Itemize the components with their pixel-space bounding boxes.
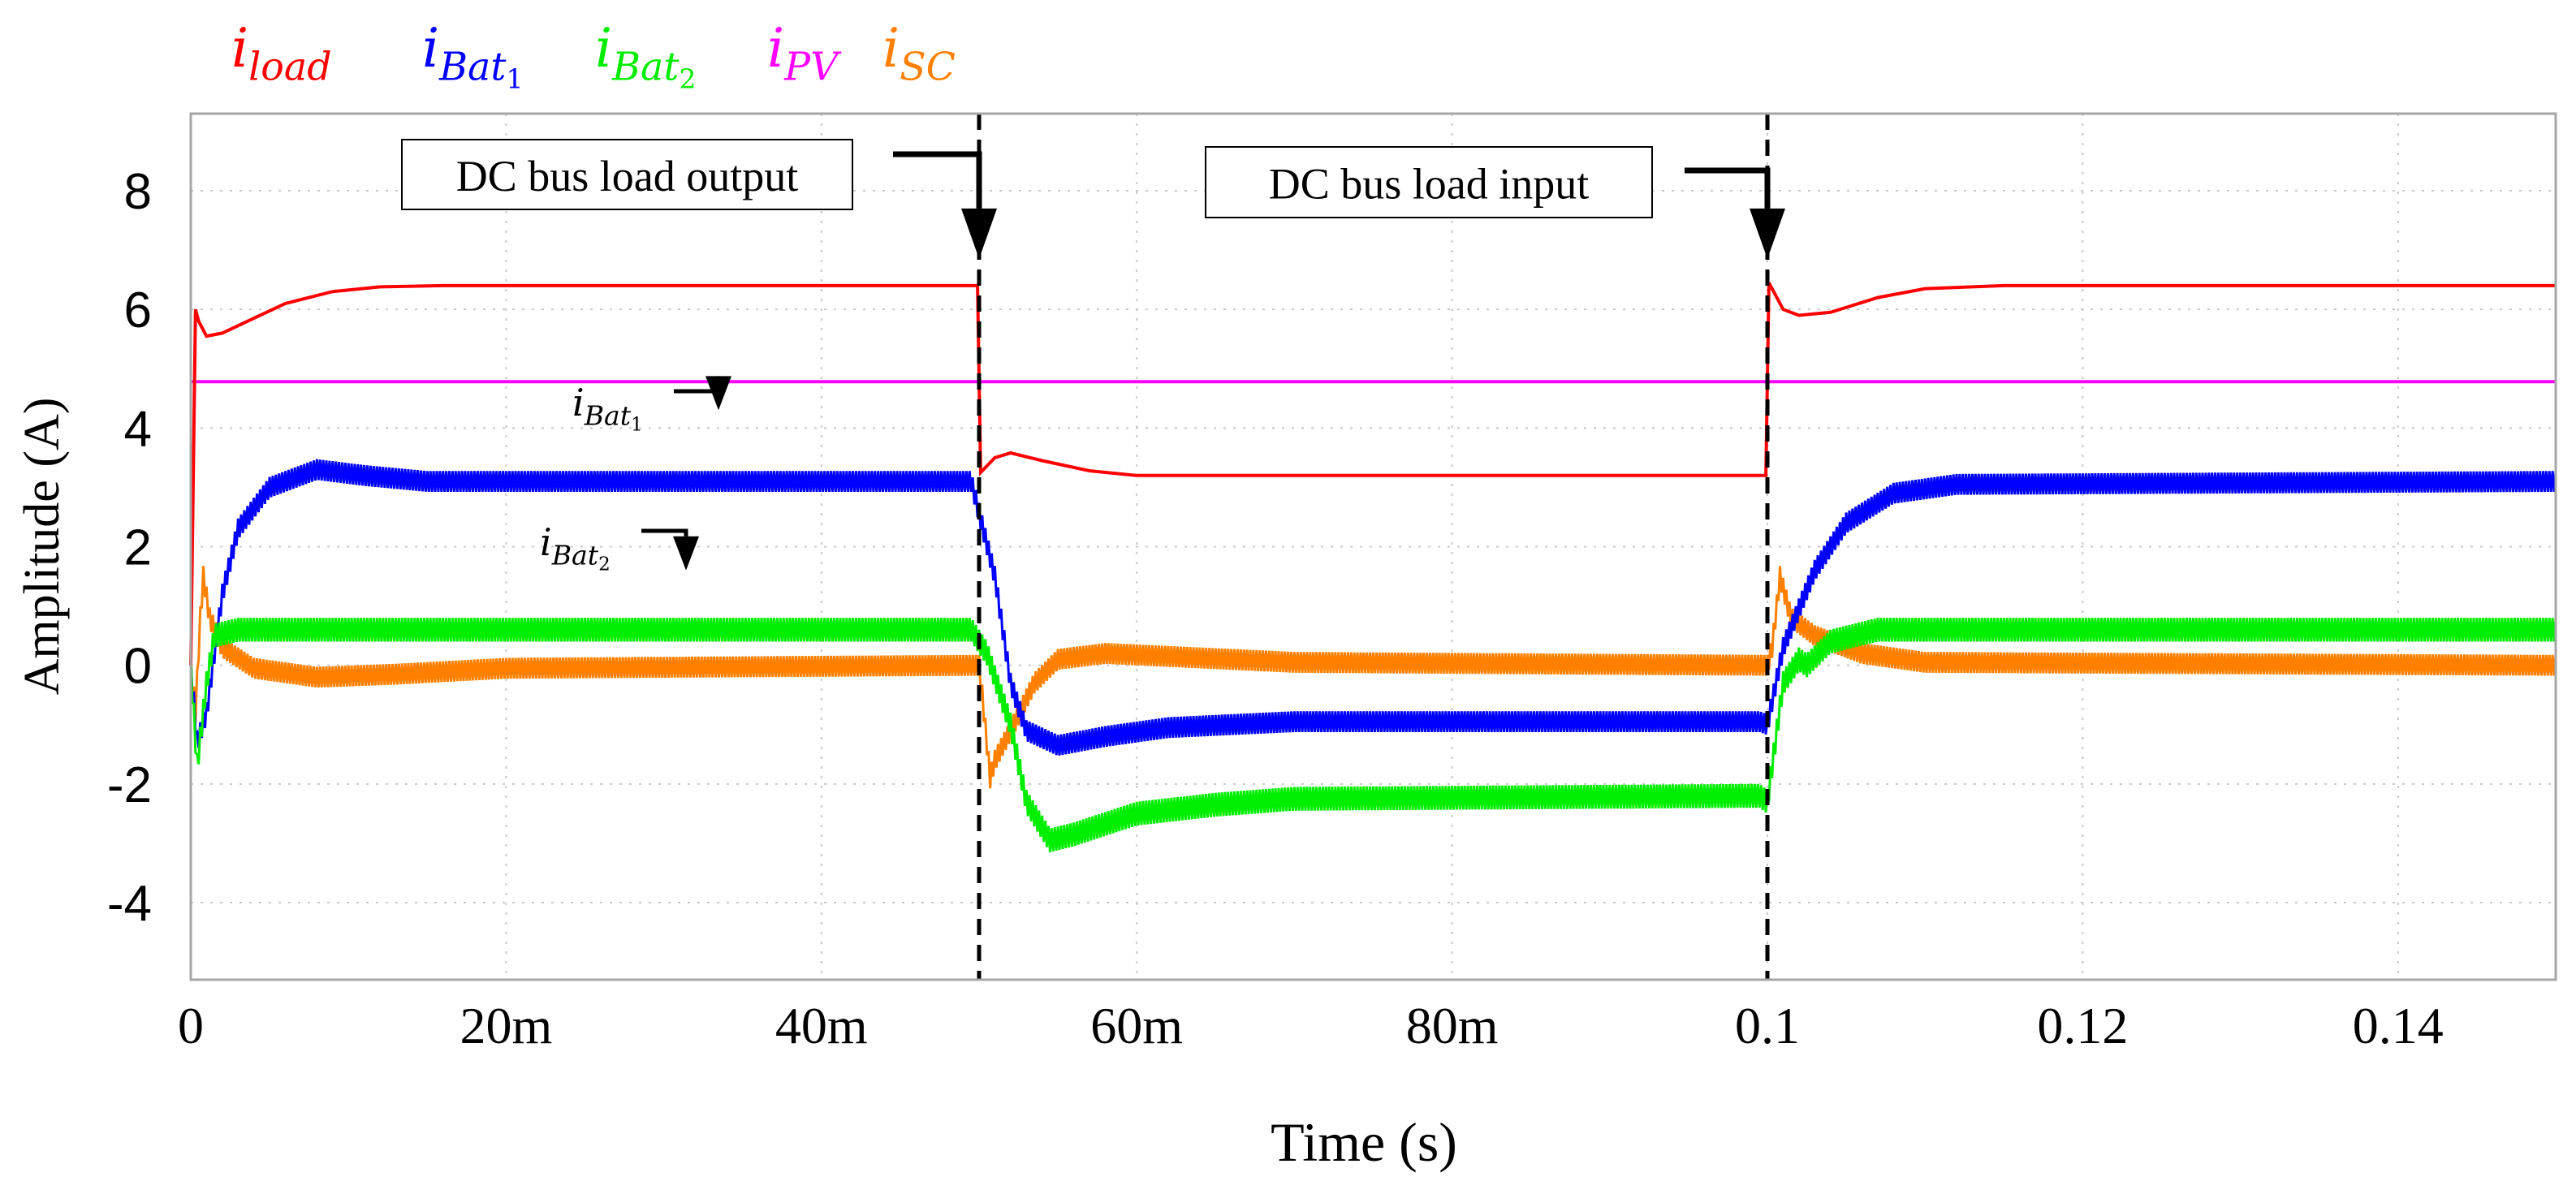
legend-entry: iBat1 bbox=[422, 17, 523, 94]
y-tick-label: 6 bbox=[124, 282, 152, 338]
x-tick-label: 0.12 bbox=[2037, 997, 2128, 1054]
inline-label: iBat1 bbox=[572, 381, 643, 435]
event-arrow-head bbox=[961, 208, 997, 259]
x-tick-label: 40m bbox=[775, 997, 868, 1054]
y-tick-label: -4 bbox=[107, 876, 152, 932]
legend-entry: iBat2 bbox=[595, 17, 696, 94]
series-i-bat1 bbox=[189, 459, 2557, 756]
inline-arrow-head bbox=[705, 376, 731, 411]
inline-arrow-line bbox=[641, 528, 688, 537]
legend-entry: iload bbox=[231, 17, 332, 90]
x-tick-label: 0 bbox=[178, 997, 204, 1054]
annotation-label: DC bus load input bbox=[1269, 160, 1590, 209]
inline-arrow-head bbox=[673, 536, 699, 571]
x-axis-ticks: 0 20m 40m 60m 80m 0.1 0.12 0.14 bbox=[178, 997, 2444, 1054]
annotation-box bbox=[401, 139, 853, 210]
annotation-box bbox=[1205, 146, 1653, 218]
x-tick-label: 20m bbox=[460, 997, 553, 1054]
legend-entry: iSC bbox=[882, 17, 956, 90]
y-tick-label: 8 bbox=[124, 164, 152, 220]
y-tick-label: -2 bbox=[107, 757, 152, 813]
plot-frame bbox=[189, 112, 2557, 981]
legend: iload iBat1 iBat2 iPV iSC bbox=[231, 17, 956, 94]
plot-background bbox=[191, 114, 2556, 980]
series-i-sc bbox=[189, 566, 2557, 789]
x-axis-label: Time (s) bbox=[1271, 1111, 1457, 1173]
x-tick-label: 80m bbox=[1406, 997, 1499, 1054]
event-markers: DC bus load output DC bus load input bbox=[401, 114, 1785, 980]
y-tick-label: 2 bbox=[124, 520, 152, 576]
y-axis-ticks: 8 6 4 2 0 -2 -4 bbox=[107, 164, 152, 932]
y-axis-label: Amplitude (A) bbox=[15, 398, 70, 696]
y-tick-label: 0 bbox=[124, 639, 152, 695]
y-tick-label: 4 bbox=[124, 401, 152, 457]
inline-label: iBat2 bbox=[540, 520, 611, 575]
x-tick-label: 0.1 bbox=[1735, 997, 1800, 1054]
x-tick-label: 60m bbox=[1090, 997, 1183, 1054]
annotation-label: DC bus load output bbox=[456, 152, 799, 200]
x-tick-label: 0.14 bbox=[2353, 997, 2444, 1054]
event-arrow-line bbox=[1685, 167, 1771, 209]
series-i-load bbox=[189, 282, 2556, 666]
series-group bbox=[189, 282, 2557, 852]
series-i-bat2 bbox=[189, 618, 2557, 852]
event-arrow-head bbox=[1750, 208, 1785, 259]
grid bbox=[191, 114, 2556, 980]
inline-annotations: iBat1 iBat2 bbox=[540, 376, 731, 575]
event-arrow-line bbox=[893, 151, 982, 209]
legend-entry: iPV bbox=[767, 17, 842, 90]
